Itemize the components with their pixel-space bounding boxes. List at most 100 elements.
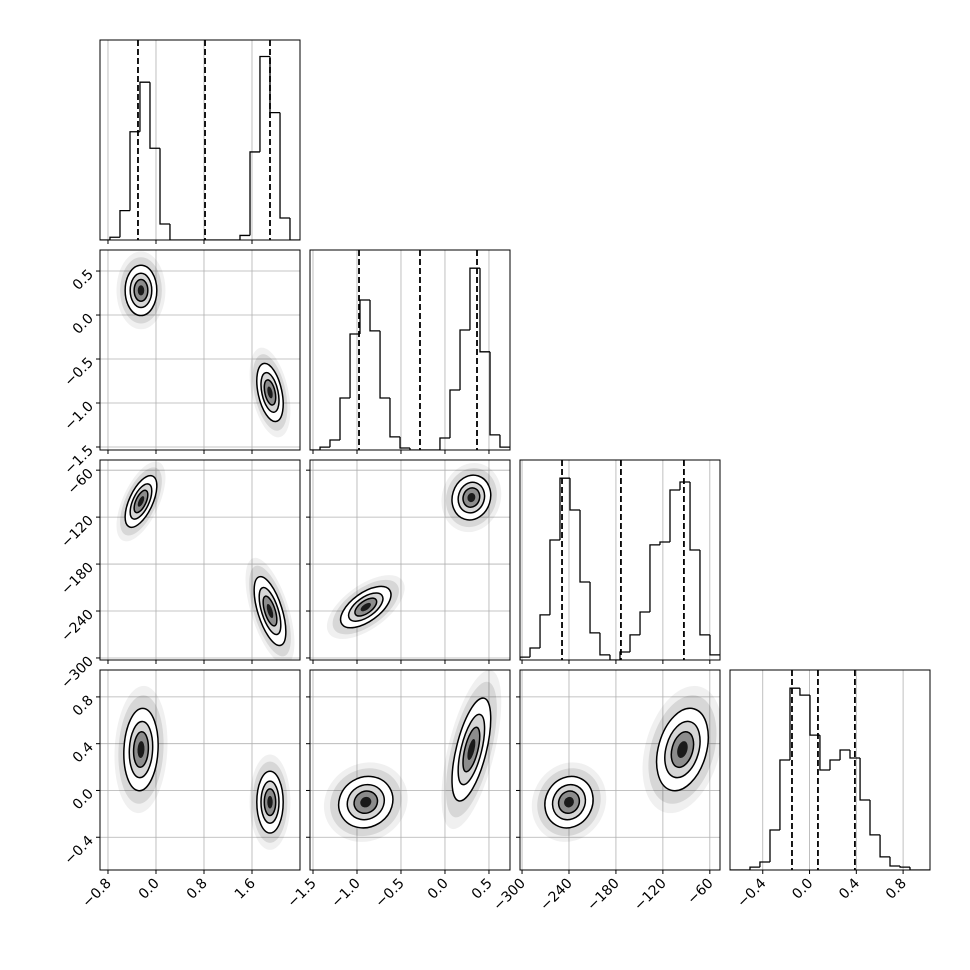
panel <box>519 459 721 664</box>
hist-step <box>819 735 830 771</box>
y-tick-label: −0.4 <box>61 833 96 868</box>
hist-step <box>289 217 300 240</box>
hist-step <box>529 647 541 658</box>
hist-step <box>909 867 921 870</box>
hist-step <box>839 749 850 760</box>
hist-step <box>349 333 360 398</box>
hist-step <box>749 866 760 870</box>
panel-frame <box>309 249 511 451</box>
density-contour <box>564 796 574 808</box>
hist-step <box>409 448 420 450</box>
panel-frame <box>99 669 301 871</box>
hist-step <box>359 299 371 334</box>
panel-frame <box>309 669 511 871</box>
hist-step <box>629 634 641 652</box>
panel-frame <box>99 459 301 661</box>
density <box>116 461 295 660</box>
density-contour <box>360 796 372 808</box>
y-tick-label: −0.5 <box>61 355 96 390</box>
x-tick-label: 0.0 <box>789 876 816 903</box>
x-tick-label: −0.8 <box>79 876 114 911</box>
y-tick-label: −300 <box>58 653 97 692</box>
hist-step <box>279 112 290 219</box>
histogram <box>520 460 720 660</box>
hist-step <box>689 482 700 551</box>
y-tick-label: −1.0 <box>61 399 96 434</box>
hist-step <box>239 234 251 240</box>
x-tick-label: −1.0 <box>328 876 363 911</box>
x-tick-label: 0.5 <box>469 876 496 903</box>
density-contour <box>360 602 371 612</box>
hist-step <box>369 300 381 332</box>
hist-step <box>599 632 610 656</box>
hist-step <box>869 800 881 836</box>
panel: −1.5−1.0−0.50.00.5 <box>61 249 301 478</box>
hist-step <box>699 550 710 636</box>
x-tick-label: 0.4 <box>836 875 863 902</box>
y-tick-label: −180 <box>58 560 97 599</box>
hist-step <box>679 481 691 490</box>
hist-step <box>579 510 591 583</box>
density-contour <box>677 741 688 758</box>
y-tick-label: 0.0 <box>70 786 97 813</box>
hist-step <box>269 56 281 114</box>
panel <box>306 459 511 664</box>
density-contour <box>467 492 476 503</box>
x-tick-label: −1.5 <box>284 876 319 911</box>
histogram <box>730 670 930 870</box>
hist-step <box>149 82 161 149</box>
hist-step <box>889 856 901 867</box>
x-tick-label: −120 <box>631 876 670 915</box>
density-contour <box>467 739 476 761</box>
hist-step <box>399 436 410 449</box>
hist-step <box>319 446 330 450</box>
hist-step <box>829 759 841 770</box>
histogram <box>100 40 300 240</box>
hist-step <box>459 329 470 390</box>
hist-step <box>899 866 910 868</box>
density-contour <box>267 386 273 399</box>
hist-step <box>769 829 780 862</box>
hist-step <box>169 224 180 240</box>
y-tick-label: −240 <box>58 607 97 646</box>
y-tick-label: 0.8 <box>70 692 97 719</box>
panel: −0.4 0.0 0.4 0.8 <box>729 669 931 911</box>
hist-step <box>119 209 131 238</box>
x-tick-label: 1.6 <box>232 875 259 902</box>
x-tick-label: −0.5 <box>372 876 407 911</box>
panel-frame <box>99 39 301 241</box>
panel-frame <box>99 249 301 451</box>
hist-step <box>789 687 800 760</box>
hist-step <box>559 477 570 540</box>
hist-step <box>849 750 861 759</box>
y-tick-label: 0.5 <box>70 267 97 294</box>
hist-step <box>649 544 660 612</box>
hist-step <box>449 389 461 438</box>
x-tick-label: −0.4 <box>734 875 769 910</box>
hist-step <box>549 539 560 615</box>
density <box>114 685 291 850</box>
hist-step <box>759 861 770 868</box>
hist-step <box>879 834 890 858</box>
panel: −300−240−180−120 −60 <box>490 669 721 915</box>
hist-step <box>129 131 140 211</box>
x-tick-label: 0.0 <box>136 876 163 903</box>
hist-step <box>639 611 650 635</box>
hist-step <box>379 330 390 399</box>
panel <box>309 249 511 454</box>
hist-step <box>609 654 620 660</box>
hist-step <box>339 397 351 440</box>
panel: −0.8 0.0 0.8 1.6 −0.4 0.0 0.4 0.8 <box>61 669 301 911</box>
panel-frame <box>309 459 511 661</box>
x-tick-label: 0.8 <box>184 876 211 903</box>
panel <box>99 39 301 244</box>
panel-frame <box>519 669 721 871</box>
density <box>116 251 291 438</box>
density-contour <box>137 285 145 296</box>
hist-step <box>799 688 810 696</box>
x-tick-label: −60 <box>684 876 716 908</box>
y-tick-label: 0.4 <box>70 739 97 766</box>
